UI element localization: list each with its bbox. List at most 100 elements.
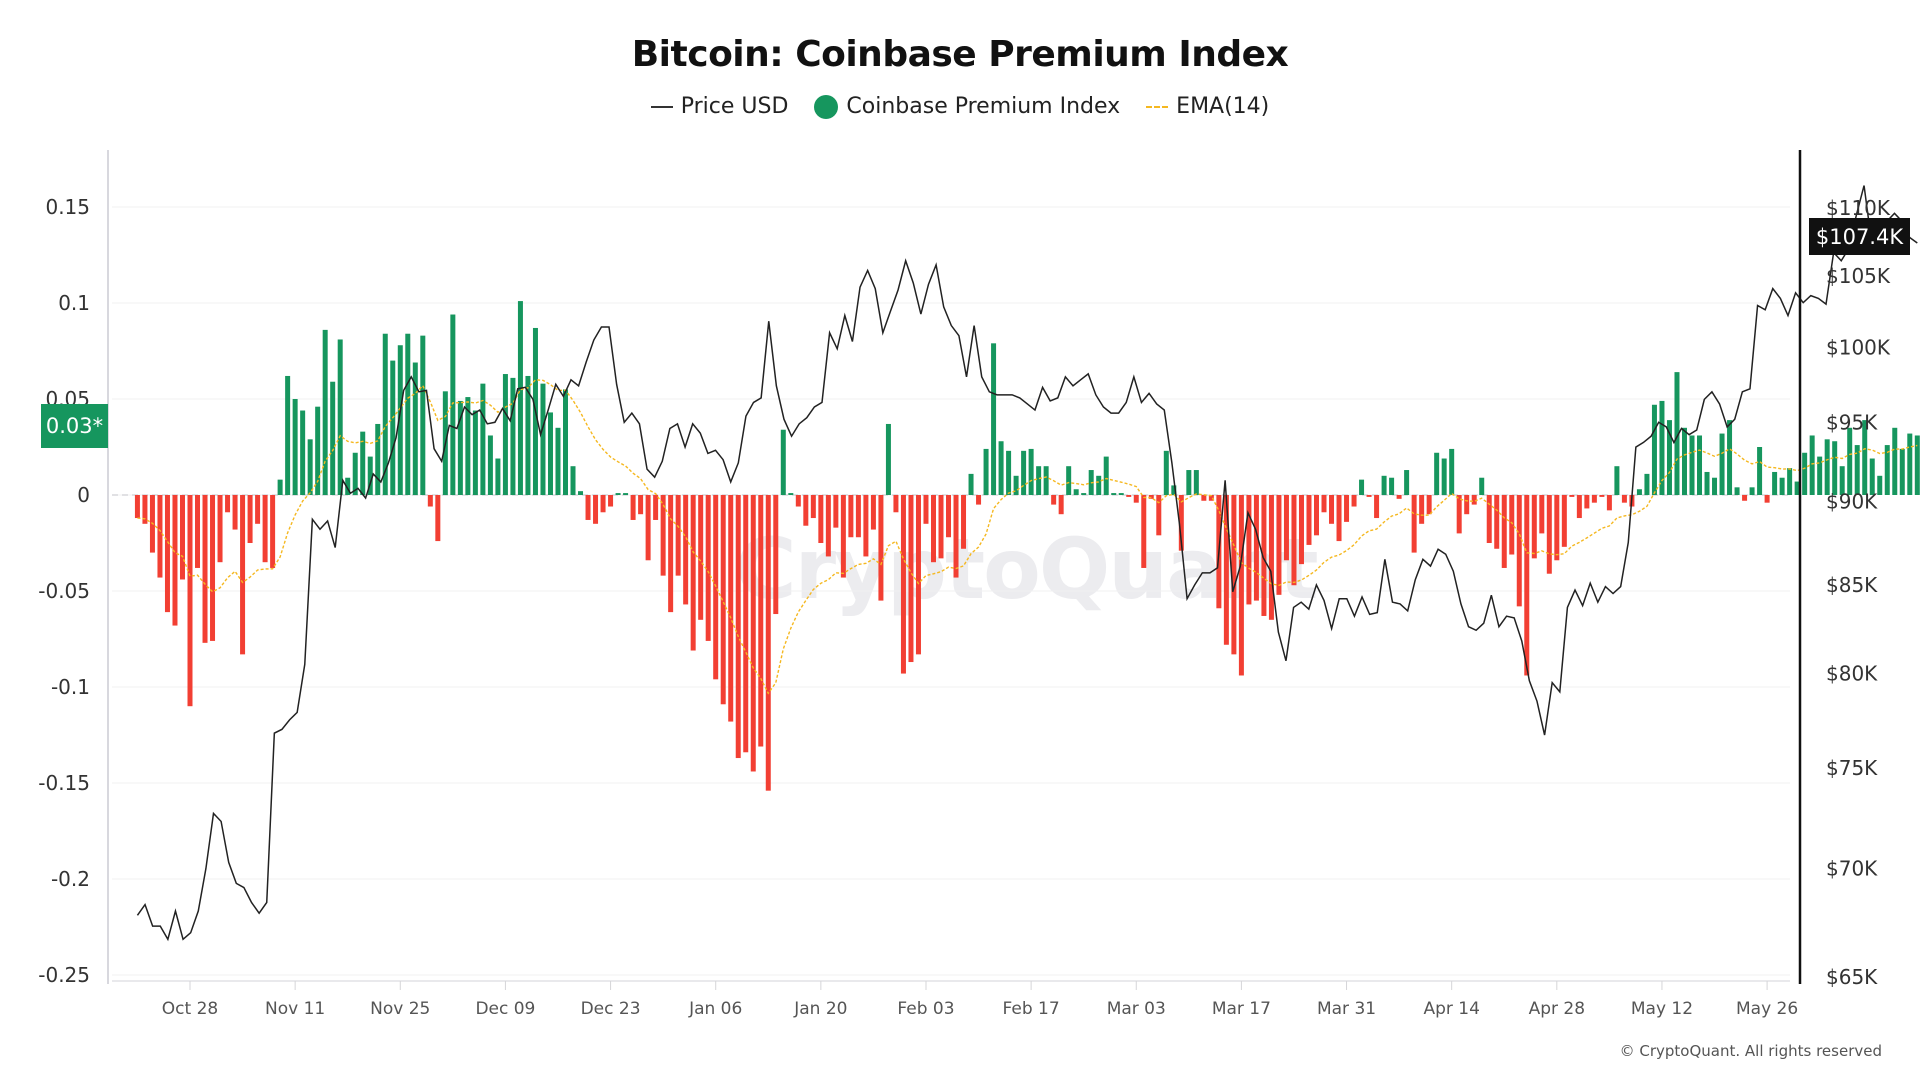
premium-bar <box>1877 475 1883 495</box>
premium-bar <box>1103 456 1109 495</box>
x-tick-label: Jan 06 <box>688 999 742 1019</box>
premium-bar <box>765 495 771 791</box>
premium-bar <box>1779 477 1785 495</box>
premium-bar <box>1847 427 1853 495</box>
premium-bar <box>923 495 929 524</box>
premium-bar <box>930 495 936 563</box>
premium-bar <box>307 439 313 495</box>
premium-bar <box>480 383 486 495</box>
premium-bar <box>270 495 276 568</box>
premium-bar <box>1674 372 1680 495</box>
legend-item-price[interactable]: Price USD <box>650 94 788 119</box>
premium-bar <box>390 360 396 495</box>
premium-bar <box>1021 450 1027 495</box>
premium-bar <box>1419 495 1425 524</box>
premium-bar <box>1524 495 1530 676</box>
premium-bar <box>300 410 306 495</box>
premium-bar <box>1651 404 1657 495</box>
premium-bar <box>735 495 741 759</box>
x-tick-label: Feb 03 <box>897 999 954 1019</box>
premium-bar <box>1141 495 1147 568</box>
premium-bar <box>653 495 659 520</box>
premium-bar <box>420 335 426 495</box>
premium-bar <box>855 495 861 538</box>
premium-bar <box>1569 495 1575 497</box>
legend-item-ema[interactable]: EMA(14) <box>1146 94 1269 119</box>
premium-bar <box>976 495 982 505</box>
x-tick-label: Mar 17 <box>1212 999 1271 1019</box>
premium-bar <box>330 381 336 495</box>
y-tick-label: -0.05 <box>38 579 90 603</box>
premium-bar <box>810 495 816 519</box>
premium-bar <box>1081 493 1087 495</box>
premium-bar <box>1516 495 1522 607</box>
premium-bar <box>780 429 786 495</box>
premium-bar <box>240 495 246 655</box>
premium-bar <box>608 495 614 507</box>
premium-bar <box>908 495 914 663</box>
x-tick-label: Nov 11 <box>265 999 325 1019</box>
y-tick-label: -0.1 <box>51 675 90 699</box>
premium-bar <box>405 333 411 495</box>
premium-bar <box>427 495 433 507</box>
price-line <box>136 185 1918 942</box>
premium-bar <box>315 406 321 495</box>
premium-bar <box>247 495 253 543</box>
premium-bar <box>1899 448 1905 495</box>
premium-bar <box>1148 495 1154 499</box>
price-tick-label: $95K <box>1826 410 1878 434</box>
premium-bar <box>675 495 681 576</box>
x-tick-label: Mar 31 <box>1317 999 1376 1019</box>
premium-bar <box>1411 495 1417 553</box>
premium-bar <box>1133 495 1139 503</box>
premium-bar <box>795 495 801 507</box>
premium-bar <box>585 495 591 520</box>
premium-bar <box>1614 466 1620 495</box>
premium-bar <box>1824 439 1830 495</box>
premium-bar <box>1704 471 1710 495</box>
premium-bar <box>1261 495 1267 616</box>
premium-bar <box>1907 433 1913 495</box>
premium-bar <box>991 343 997 495</box>
premium-bar <box>983 448 989 495</box>
premium-bar <box>1576 495 1582 519</box>
premium-bar <box>900 495 906 674</box>
premium-bar <box>885 423 891 495</box>
premium-bar <box>1329 495 1335 524</box>
ema-line <box>137 379 1918 695</box>
premium-bar <box>1396 495 1402 499</box>
premium-bar <box>360 431 366 495</box>
premium-bar <box>1509 495 1515 555</box>
premium-bar <box>1681 427 1687 495</box>
premium-bar <box>1306 495 1312 545</box>
premium-bar <box>690 495 696 651</box>
premium-bar <box>142 495 148 524</box>
premium-bar <box>1246 495 1252 605</box>
premium-bar <box>1659 400 1665 495</box>
premium-bar <box>187 495 193 707</box>
premium-bar <box>818 495 824 543</box>
premium-bar <box>285 375 291 495</box>
premium-bar <box>1636 489 1642 495</box>
premium-bar <box>1712 477 1718 495</box>
premium-bar <box>1111 493 1117 495</box>
premium-bar <box>1539 495 1545 534</box>
premium-bar <box>1892 427 1898 495</box>
premium-bar <box>870 495 876 530</box>
legend-item-premium[interactable]: Coinbase Premium Index <box>814 94 1120 119</box>
premium-bar <box>773 495 779 615</box>
premium-bar <box>1546 495 1552 574</box>
premium-bar <box>1298 495 1304 565</box>
premium-bar <box>893 495 899 513</box>
premium-bar <box>1066 466 1072 495</box>
premium-bar <box>1464 495 1470 515</box>
premium-bar <box>1336 495 1342 542</box>
premium-bar <box>1231 495 1237 655</box>
premium-bar <box>1884 445 1890 495</box>
premium-bar <box>600 495 606 513</box>
x-tick-label: Dec 23 <box>581 999 641 1019</box>
premium-bar <box>1809 435 1815 495</box>
premium-bar <box>1171 485 1177 495</box>
y-tick-label: -0.15 <box>38 771 90 795</box>
premium-bar <box>1381 475 1387 495</box>
